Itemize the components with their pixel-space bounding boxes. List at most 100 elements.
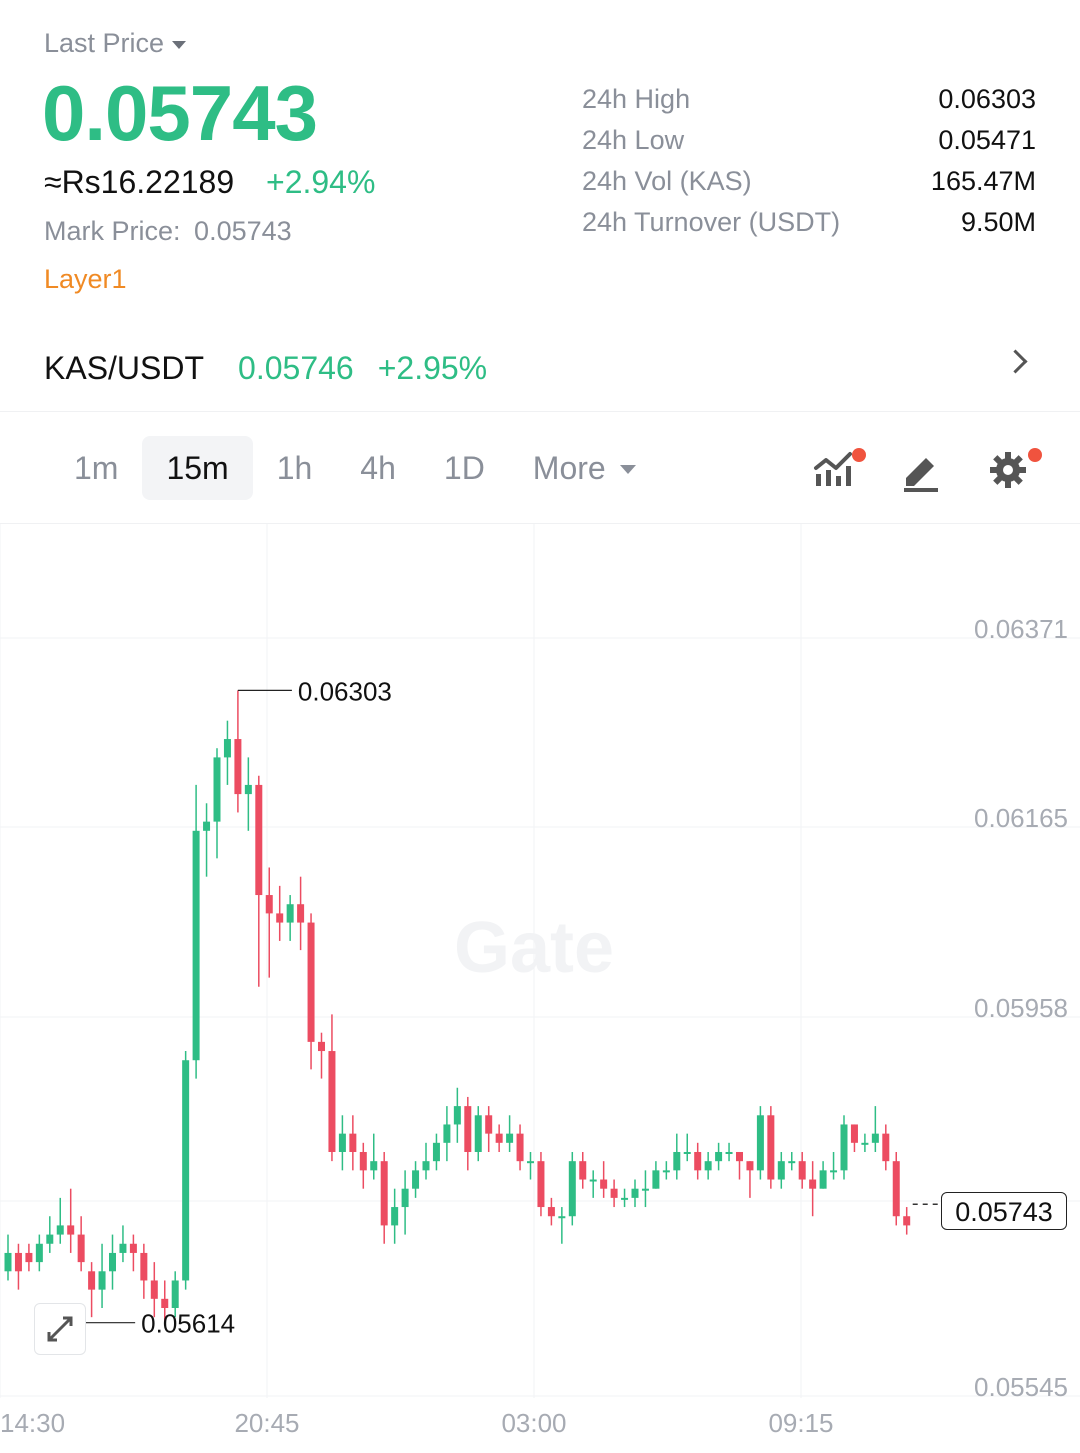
candle-body <box>516 1133 524 1162</box>
candle-body <box>861 1142 869 1145</box>
last-price-value: 0.05743 <box>42 69 318 157</box>
candle-body <box>704 1161 712 1171</box>
category-tag[interactable]: Layer1 <box>44 264 127 294</box>
candle-body <box>610 1188 618 1198</box>
candle-body <box>443 1124 451 1143</box>
stat-value: 165.47M <box>930 166 1036 196</box>
mark-price-label: Mark Price: <box>44 216 181 246</box>
candle-body <box>579 1161 587 1180</box>
candle-body <box>850 1124 858 1143</box>
candle-body <box>244 784 252 795</box>
spot-pair-row[interactable]: KAS/USDT 0.05746 +2.95% <box>44 350 487 387</box>
tab-1d[interactable]: 1D <box>443 450 485 486</box>
candle-body <box>401 1188 409 1208</box>
stat-label: 24h Vol (KAS) <box>582 166 752 196</box>
tab-1h[interactable]: 1h <box>276 450 313 486</box>
candle-body <box>485 1115 493 1134</box>
chevron-right-icon[interactable] <box>1003 349 1028 374</box>
divider <box>0 411 1080 412</box>
stat-24h-low: 24h Low 0.05471 <box>582 125 1036 156</box>
candle-body <box>746 1161 754 1171</box>
mark-price: Mark Price: 0.05743 <box>44 216 292 247</box>
expand-button[interactable] <box>34 1303 86 1355</box>
pair-name: KAS/USDT <box>44 350 205 386</box>
candle-body <box>715 1151 723 1162</box>
candle-body <box>694 1151 702 1171</box>
more-dropdown[interactable]: More <box>509 436 660 500</box>
candle-body <box>276 913 284 923</box>
candle-body <box>819 1170 827 1189</box>
candle-body <box>203 821 211 831</box>
candle-body <box>328 1051 336 1152</box>
candle-body <box>391 1207 399 1226</box>
candle-body <box>223 739 231 758</box>
candle-body <box>777 1161 785 1180</box>
tab-1m[interactable]: 1m <box>74 450 119 486</box>
candle-body <box>67 1225 75 1235</box>
stat-label: 24h Low <box>582 125 685 155</box>
more-label: More <box>532 450 606 486</box>
stat-label: 24h High <box>582 84 691 114</box>
candle-body <box>871 1133 879 1143</box>
candle-body <box>98 1271 106 1290</box>
candle-body <box>422 1161 430 1171</box>
y-tick-label: 0.05545 <box>974 1372 1068 1402</box>
tab-4h[interactable]: 4h <box>360 450 396 486</box>
high-marker-label: 0.06303 <box>298 676 392 706</box>
candle-body <box>621 1197 629 1200</box>
low-marker-label: 0.05614 <box>141 1309 235 1339</box>
candle-body <box>192 830 200 1061</box>
candle-body <box>297 904 305 923</box>
indicator-icon[interactable] <box>812 446 866 494</box>
candle-body <box>46 1234 54 1244</box>
y-tick-label: 0.05958 <box>974 993 1068 1023</box>
x-tick-label: 20:45 <box>234 1408 299 1438</box>
caret-down-icon <box>172 40 187 49</box>
candle-body <box>589 1179 597 1182</box>
candle-body <box>14 1252 22 1272</box>
stat-label: 24h Turnover (USDT) <box>582 207 841 237</box>
candle-body <box>286 904 294 923</box>
candle-body <box>182 1060 190 1281</box>
draw-icon[interactable] <box>898 446 946 494</box>
settings-icon[interactable] <box>986 446 1042 494</box>
candle-body <box>683 1151 691 1154</box>
candle-body <box>370 1161 378 1171</box>
current-price-label: 0.05743 <box>941 1192 1067 1230</box>
candle-body <box>600 1179 608 1189</box>
caret-down-icon <box>619 464 636 474</box>
candle-body <box>129 1243 137 1253</box>
candle-body <box>35 1243 43 1263</box>
stat-value: 0.06303 <box>938 84 1036 114</box>
candle-body <box>662 1170 670 1173</box>
tab-15m[interactable]: 15m <box>142 436 253 500</box>
candle-body <box>88 1271 96 1290</box>
candle-body <box>359 1151 367 1171</box>
candle-body <box>380 1161 388 1226</box>
candle-body <box>307 922 315 1042</box>
candle-body <box>213 757 221 822</box>
stat-24h-high: 24h High 0.06303 <box>582 84 1036 115</box>
candle-body <box>537 1161 545 1208</box>
last-price-label: Last Price <box>44 28 165 58</box>
candle-body <box>652 1170 660 1189</box>
candle-body <box>767 1115 775 1180</box>
candle-body <box>527 1161 534 1164</box>
pair-change: +2.95% <box>377 350 488 386</box>
candle-body <box>140 1252 148 1281</box>
candle-body <box>903 1216 911 1226</box>
x-tick-label: 14:30 <box>0 1408 65 1438</box>
last-price-selector[interactable]: Last Price <box>44 28 187 59</box>
candlestick-chart[interactable]: Gate 0.06371 0.06165 0.05958 0.05545 14:30 20… <box>0 524 1080 1453</box>
candle-body <box>547 1207 555 1217</box>
price-change-percent: +2.94% <box>266 164 376 200</box>
candle-body <box>338 1133 346 1152</box>
candle-body <box>150 1280 158 1299</box>
candle-body <box>641 1188 649 1191</box>
candle-body <box>892 1161 900 1217</box>
candle-body <box>756 1115 764 1171</box>
divider <box>0 523 1080 524</box>
candle-body <box>736 1151 743 1162</box>
candle-body <box>506 1133 514 1143</box>
candle-body <box>255 784 263 896</box>
